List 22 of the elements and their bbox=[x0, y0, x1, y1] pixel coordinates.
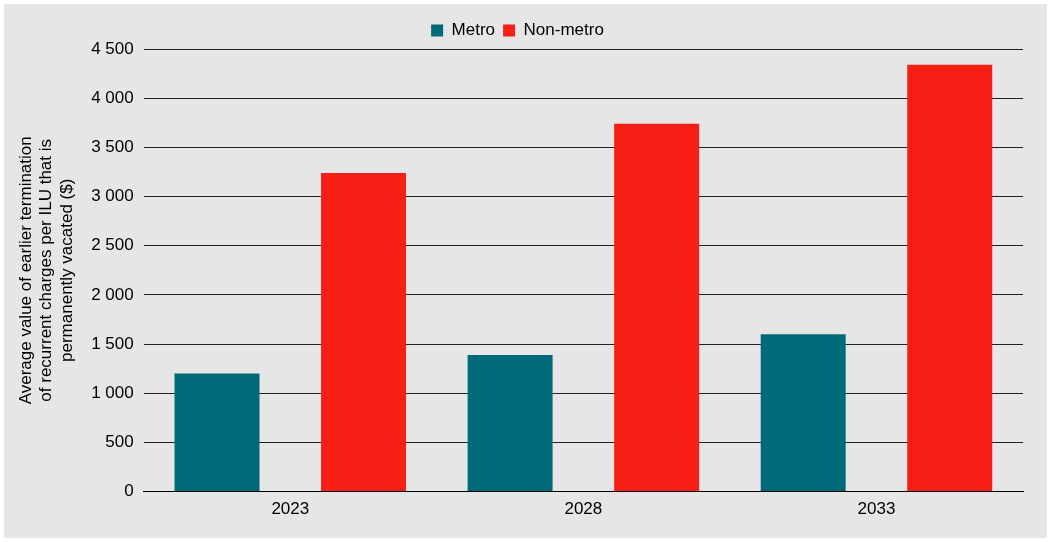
x-tick-label: 2033 bbox=[857, 499, 896, 519]
x-tick-label: 2028 bbox=[564, 499, 603, 519]
y-tick-label: 3 000 bbox=[91, 186, 134, 206]
bar bbox=[467, 354, 553, 492]
y-tick-label: 2 500 bbox=[91, 235, 134, 255]
y-tick-label: 1 500 bbox=[91, 333, 134, 353]
y-tick-label: 4 500 bbox=[91, 38, 134, 58]
y-tick-label: 500 bbox=[105, 432, 134, 452]
bar bbox=[760, 334, 846, 492]
y-tick-label: 3 500 bbox=[91, 137, 134, 157]
bar bbox=[321, 172, 407, 492]
legend-label: Metro bbox=[451, 20, 496, 40]
y-tick-label: 2 000 bbox=[91, 284, 134, 304]
bar bbox=[907, 64, 993, 492]
y-tick-label: 1 000 bbox=[91, 382, 134, 402]
bar bbox=[614, 123, 700, 492]
y-tick-label: 0 bbox=[124, 481, 134, 501]
y-tick-label: 4 000 bbox=[91, 87, 134, 107]
y-axis-title: Average value of earlier termination of recurrent charges per ILU that is permanently vacated ($) bbox=[15, 136, 76, 405]
x-tick-label: 2023 bbox=[271, 499, 310, 519]
bar bbox=[174, 373, 260, 492]
legend-label: Non-metro bbox=[523, 20, 604, 40]
